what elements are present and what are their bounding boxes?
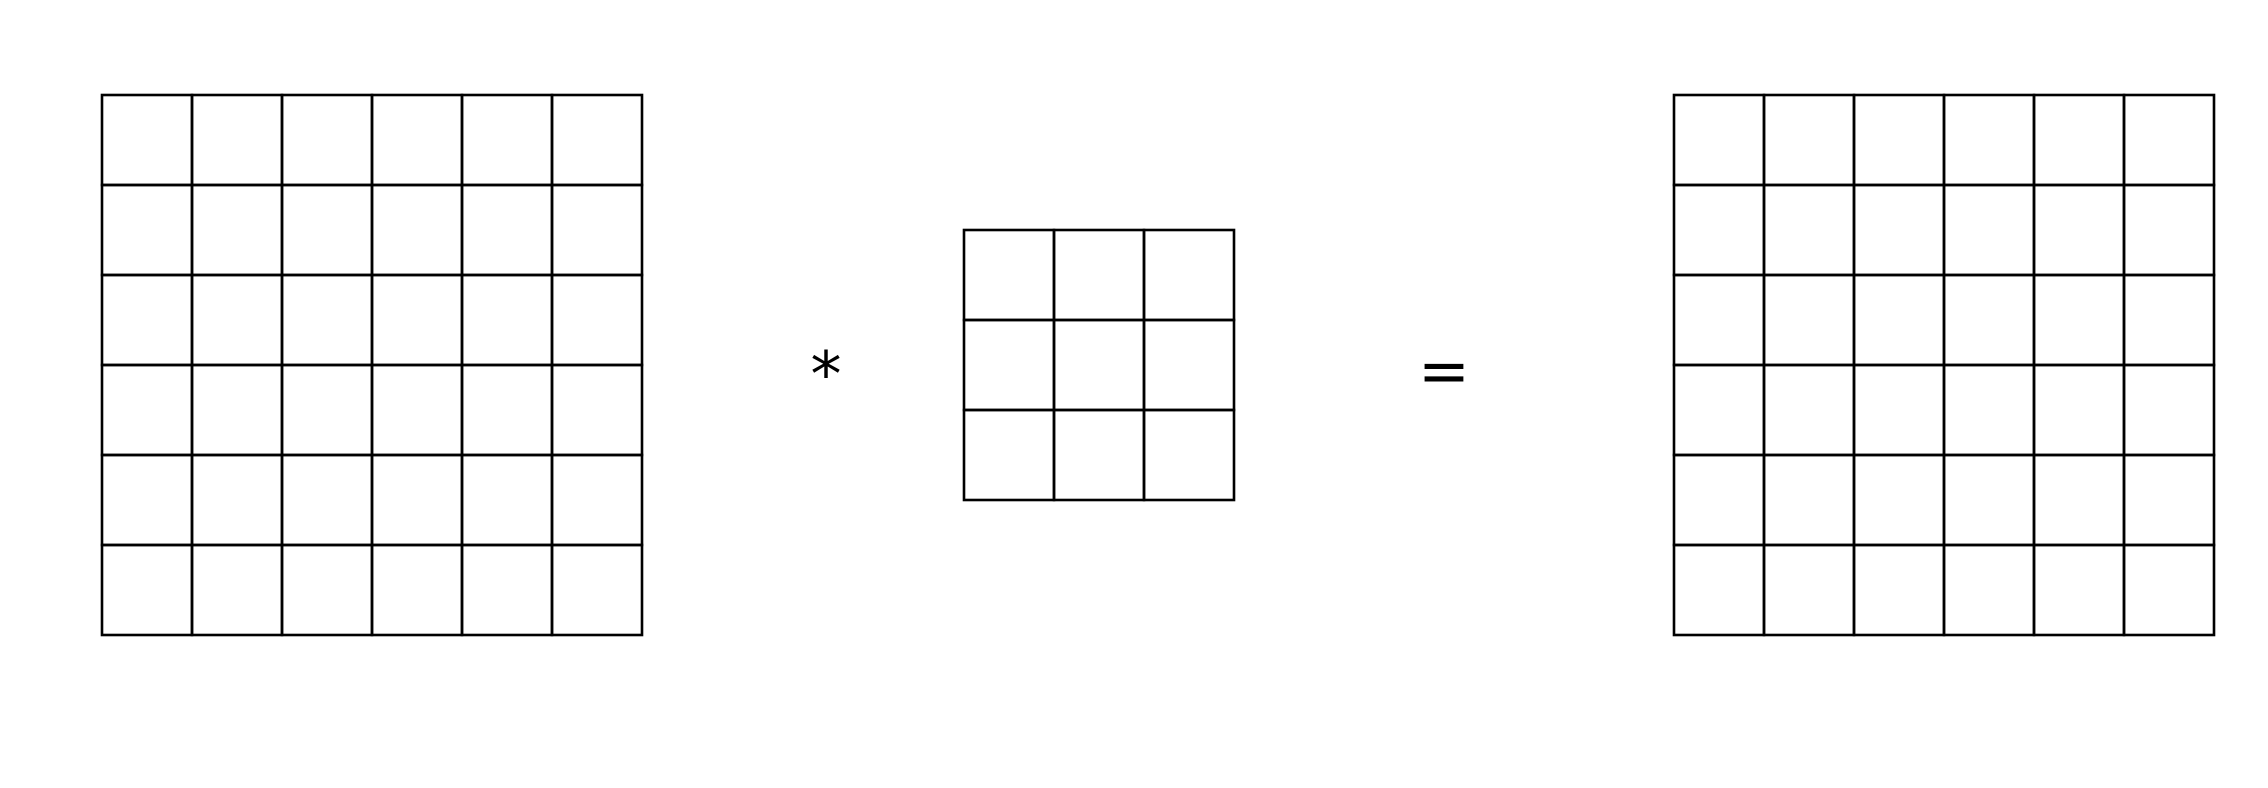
input-matrix-cell-r2-c2: [190, 183, 284, 277]
input-matrix-cell-r1-c3: [280, 93, 374, 187]
output-matrix-cell-r5-c4: [1942, 453, 2036, 547]
input-matrix-cell-r4-c5: [460, 363, 554, 457]
output-matrix-grid: [1672, 93, 2216, 637]
input-matrix-cell-r1-c2: [190, 93, 284, 187]
output-matrix-cell-r2-c5: [2032, 183, 2126, 277]
input-matrix-cell-r4-c3: [280, 363, 374, 457]
output-matrix-cell-r1-c1: [1672, 93, 1766, 187]
output-matrix-cell-r2-c6: [2122, 183, 2216, 277]
input-matrix-cell-r3-c4: [370, 273, 464, 367]
output-matrix-cell-r5-c3: [1852, 453, 1946, 547]
kernel-matrix-cell-r2-c2: [1052, 318, 1146, 412]
output-matrix-cell-r1-c3: [1852, 93, 1946, 187]
input-matrix-cell-r5-c4: [370, 453, 464, 547]
output-matrix-cell-r6-c2: [1762, 543, 1856, 637]
kernel-matrix-cell-r1-c1: [962, 228, 1056, 322]
input-matrix-cell-r6-c6: [550, 543, 644, 637]
input-matrix-cell-r3-c1: [100, 273, 194, 367]
output-matrix-cell-r3-c5: [2032, 273, 2126, 367]
kernel-matrix-cell-r1-c3: [1142, 228, 1236, 322]
output-matrix-cell-r4-c5: [2032, 363, 2126, 457]
input-matrix-cell-r5-c1: [100, 453, 194, 547]
output-matrix-cell-r3-c1: [1672, 273, 1766, 367]
output-matrix-cell-r6-c5: [2032, 543, 2126, 637]
output-matrix-cell-r2-c4: [1942, 183, 2036, 277]
output-matrix-cell-r5-c6: [2122, 453, 2216, 547]
input-matrix-cell-r1-c4: [370, 93, 464, 187]
output-matrix-cell-r1-c2: [1762, 93, 1856, 187]
output-matrix-cell-r5-c1: [1672, 453, 1766, 547]
input-matrix-cell-r5-c3: [280, 453, 374, 547]
output-matrix-cell-r3-c3: [1852, 273, 1946, 367]
input-matrix-cell-r4-c6: [550, 363, 644, 457]
kernel-matrix-cell-r3-c3: [1142, 408, 1236, 502]
kernel-matrix-cell-r3-c2: [1052, 408, 1146, 502]
kernel-matrix-grid: [962, 228, 1236, 502]
output-matrix-cell-r4-c3: [1852, 363, 1946, 457]
output-matrix-cell-r4-c6: [2122, 363, 2216, 457]
input-matrix-cell-r1-c5: [460, 93, 554, 187]
input-matrix-cell-r6-c5: [460, 543, 554, 637]
output-matrix-cell-r2-c2: [1762, 183, 1856, 277]
output-matrix-cell-r6-c3: [1852, 543, 1946, 637]
output-matrix-cell-r3-c6: [2122, 273, 2216, 367]
output-matrix-cell-r6-c6: [2122, 543, 2216, 637]
input-matrix-cell-r2-c3: [280, 183, 374, 277]
input-matrix-cell-r6-c2: [190, 543, 284, 637]
kernel-matrix-cell-r1-c2: [1052, 228, 1146, 322]
input-matrix-cell-r5-c5: [460, 453, 554, 547]
input-matrix-cell-r6-c4: [370, 543, 464, 637]
input-matrix-cell-r6-c3: [280, 543, 374, 637]
output-matrix-cell-r2-c3: [1852, 183, 1946, 277]
convolution-operator: *: [811, 338, 842, 411]
output-matrix-cell-r6-c4: [1942, 543, 2036, 637]
kernel-matrix-cell-r2-c3: [1142, 318, 1236, 412]
input-matrix-cell-r2-c4: [370, 183, 464, 277]
input-matrix-cell-r5-c6: [550, 453, 644, 547]
input-matrix-cell-r3-c3: [280, 273, 374, 367]
output-matrix-cell-r4-c4: [1942, 363, 2036, 457]
input-matrix-cell-r3-c6: [550, 273, 644, 367]
input-matrix-cell-r1-c1: [100, 93, 194, 187]
output-matrix-cell-r2-c1: [1672, 183, 1766, 277]
input-matrix-cell-r2-c6: [550, 183, 644, 277]
input-matrix-cell-r3-c5: [460, 273, 554, 367]
output-matrix-cell-r3-c2: [1762, 273, 1856, 367]
output-matrix-cell-r1-c4: [1942, 93, 2036, 187]
output-matrix-cell-r5-c2: [1762, 453, 1856, 547]
input-matrix-cell-r2-c1: [100, 183, 194, 277]
input-matrix-cell-r4-c1: [100, 363, 194, 457]
equals-operator: =: [1418, 334, 1470, 407]
kernel-matrix-cell-r3-c1: [962, 408, 1056, 502]
kernel-matrix-cell-r2-c1: [962, 318, 1056, 412]
output-matrix-cell-r1-c6: [2122, 93, 2216, 187]
input-matrix-cell-r1-c6: [550, 93, 644, 187]
input-matrix-grid: [100, 93, 644, 637]
output-matrix-cell-r4-c1: [1672, 363, 1766, 457]
input-matrix-cell-r5-c2: [190, 453, 284, 547]
output-matrix-cell-r3-c4: [1942, 273, 2036, 367]
input-matrix-cell-r2-c5: [460, 183, 554, 277]
output-matrix-cell-r5-c5: [2032, 453, 2126, 547]
input-matrix-cell-r3-c2: [190, 273, 284, 367]
input-matrix-cell-r4-c4: [370, 363, 464, 457]
input-matrix-cell-r6-c1: [100, 543, 194, 637]
output-matrix-cell-r1-c5: [2032, 93, 2126, 187]
output-matrix-cell-r4-c2: [1762, 363, 1856, 457]
output-matrix-cell-r6-c1: [1672, 543, 1766, 637]
input-matrix-cell-r4-c2: [190, 363, 284, 457]
